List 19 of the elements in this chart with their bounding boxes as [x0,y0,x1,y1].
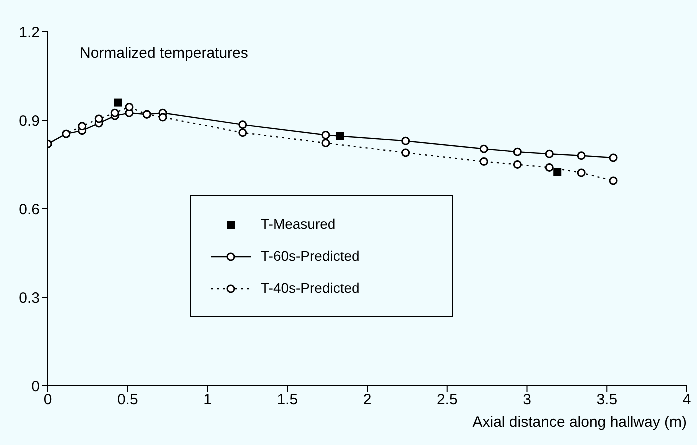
x-tick-label: 0 [44,392,52,409]
x-tick-label: 1 [204,392,212,409]
y-tick-label: 0.6 [19,201,40,218]
x-tick-label: 2 [363,392,372,409]
y-tick-label: 0.9 [19,112,40,130]
y-tick-label: 1.2 [19,24,40,42]
x-tick-label: 4 [682,392,692,409]
x-tick-label: 3 [523,392,532,409]
x-tick-label: 1.5 [277,392,298,409]
legend-label: T-60s-Predicted [261,248,360,264]
y-tick-label: 0.3 [19,290,40,307]
x-tick-label: 3.5 [596,392,618,409]
x-axis-title: Axial distance along hallway (m) [472,414,687,431]
text: Normalized temperatures [80,45,248,62]
legend-label: T-Measured [261,216,336,232]
legend-label: T-40s-Predicted [261,280,360,296]
x-tick-label: 0.5 [117,392,138,409]
y-tick-label: 0 [32,378,40,396]
x-tick-label: 2.5 [436,392,458,409]
